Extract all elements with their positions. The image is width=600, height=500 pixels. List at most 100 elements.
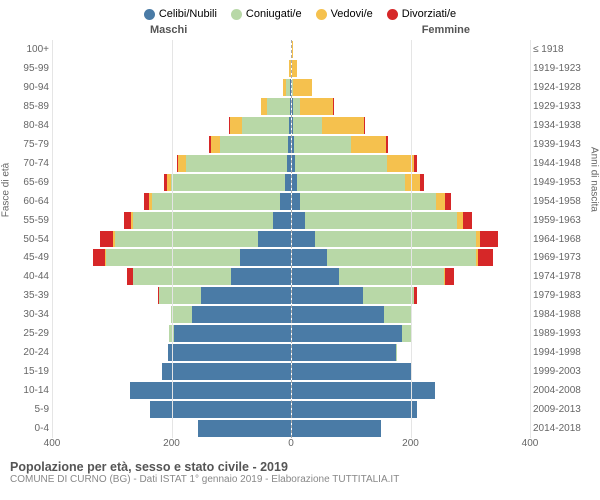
age-label: 15-19	[10, 362, 52, 381]
bar-segment	[292, 382, 435, 399]
left-axis-title: Fasce di età	[1, 163, 12, 217]
bar-segment	[242, 117, 289, 134]
bar-segment	[436, 193, 445, 210]
bar-row	[52, 286, 291, 305]
bar-segment	[288, 136, 290, 153]
bar-segment	[414, 287, 417, 304]
age-label: 95-99	[10, 59, 52, 78]
birthyear-label: 1919-1923	[530, 59, 590, 78]
chart-subtitle: COMUNE DI CURNO (BG) - Dati ISTAT 1° gen…	[10, 474, 590, 485]
legend-item: Celibi/Nubili	[144, 8, 217, 20]
bar-row	[52, 78, 291, 97]
age-label: 50-54	[10, 230, 52, 249]
bar-segment	[402, 325, 411, 342]
plot-area: Fasce di età 100+95-9990-9485-8980-8475-…	[10, 40, 590, 438]
bar-row	[52, 419, 291, 438]
bar-segment	[115, 231, 258, 248]
birthyear-axis: ≤ 19181919-19231924-19281929-19331934-19…	[530, 40, 590, 438]
bar-segment	[292, 306, 384, 323]
bar-segment	[396, 344, 397, 361]
bar-segment	[445, 268, 454, 285]
age-label: 35-39	[10, 286, 52, 305]
bar-row	[52, 381, 291, 400]
bar-segment	[292, 420, 381, 437]
birthyear-label: 1939-1943	[530, 135, 590, 154]
bar-row	[292, 230, 531, 249]
bar-row	[52, 59, 291, 78]
bar-segment	[420, 174, 424, 191]
bar-segment	[292, 193, 300, 210]
bar-row	[52, 400, 291, 419]
bar-segment	[273, 212, 291, 229]
bar-row	[292, 192, 531, 211]
bar-segment	[267, 98, 290, 115]
bar-row	[292, 324, 531, 343]
bar-row	[52, 97, 291, 116]
bar-segment	[292, 268, 340, 285]
age-label: 10-14	[10, 381, 52, 400]
bar-segment	[292, 231, 316, 248]
bar-segment	[351, 136, 387, 153]
age-label: 0-4	[10, 419, 52, 438]
bar-segment	[384, 306, 411, 323]
bar-segment	[285, 174, 291, 191]
age-label: 90-94	[10, 78, 52, 97]
bar-segment	[171, 174, 284, 191]
birthyear-label: 1999-2003	[530, 362, 590, 381]
bar-segment	[220, 136, 289, 153]
birthyear-label: 1984-1988	[530, 305, 590, 324]
age-label: 25-29	[10, 324, 52, 343]
bar-segment	[106, 249, 240, 266]
bar-segment	[100, 231, 113, 248]
bar-segment	[315, 231, 476, 248]
x-axis: 4002000200400	[52, 438, 530, 456]
bar-row	[52, 116, 291, 135]
age-label: 65-69	[10, 173, 52, 192]
x-tick-label: 200	[402, 438, 419, 449]
bar-segment	[327, 249, 476, 266]
birthyear-label: 1994-1998	[530, 343, 590, 362]
bar-row	[292, 286, 531, 305]
legend-swatch	[231, 9, 242, 20]
bar-segment	[152, 193, 280, 210]
bar-row	[52, 211, 291, 230]
bar-row	[292, 78, 531, 97]
bar-segment	[201, 287, 290, 304]
bar-segment	[289, 117, 291, 134]
right-axis-title: Anni di nascita	[589, 147, 600, 212]
bar-segment	[293, 79, 312, 96]
bar-segment	[280, 193, 291, 210]
bar-segment	[290, 79, 291, 96]
bar-row	[292, 400, 531, 419]
bar-segment	[414, 155, 416, 172]
age-label: 30-34	[10, 305, 52, 324]
birthyear-label: 1974-1978	[530, 267, 590, 286]
bar-segment	[159, 287, 201, 304]
bar-segment	[294, 136, 351, 153]
bar-segment	[387, 155, 414, 172]
bar-segment	[292, 212, 305, 229]
bar-segment	[292, 60, 298, 77]
side-titles: Maschi Femmine	[10, 24, 590, 40]
bar-segment	[295, 155, 387, 172]
legend-swatch	[316, 9, 327, 20]
bar-row	[292, 267, 531, 286]
bar-row	[292, 419, 531, 438]
birthyear-label: 1934-1938	[530, 116, 590, 135]
bar-segment	[478, 249, 493, 266]
birthyear-label: 1989-1993	[530, 324, 590, 343]
bar-segment	[300, 193, 436, 210]
bar-segment	[171, 306, 192, 323]
legend-swatch	[387, 9, 398, 20]
bar-segment	[290, 98, 291, 115]
bar-row	[292, 116, 531, 135]
bar-row	[292, 343, 531, 362]
bar-segment	[240, 249, 291, 266]
x-tick-label: 0	[288, 438, 294, 449]
bar-row	[292, 40, 531, 59]
bar-segment	[292, 287, 364, 304]
bar-segment	[133, 268, 231, 285]
age-label: 5-9	[10, 400, 52, 419]
bar-row	[292, 305, 531, 324]
bar-row	[52, 192, 291, 211]
